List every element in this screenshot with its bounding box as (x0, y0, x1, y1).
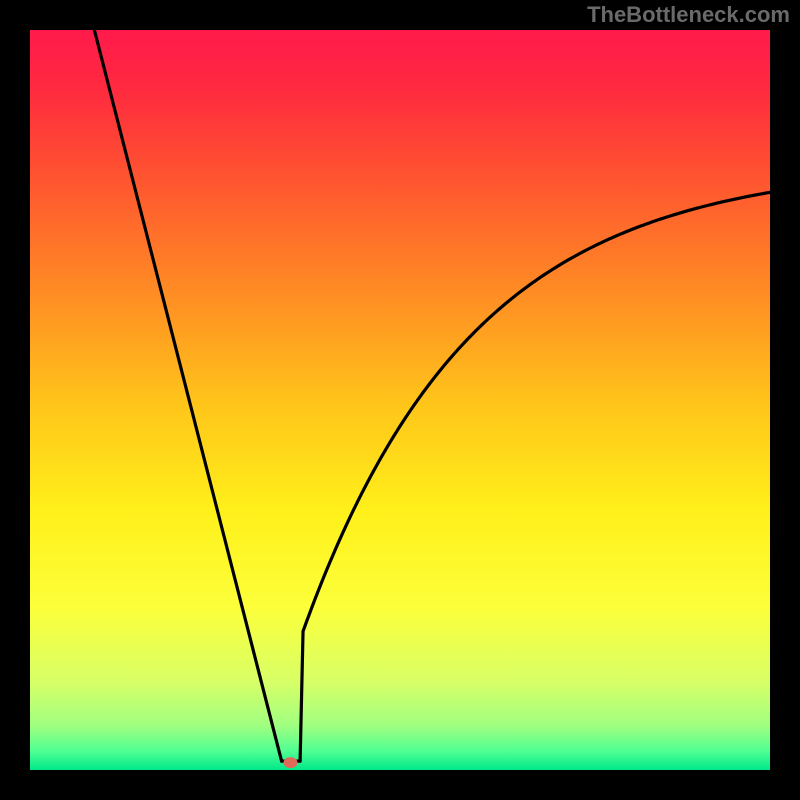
plot-svg (30, 30, 770, 770)
plot-area (30, 30, 770, 770)
gradient-background (30, 30, 770, 770)
watermark-label: TheBottleneck.com (587, 2, 790, 28)
optimum-marker (283, 757, 297, 768)
chart-frame: TheBottleneck.com (0, 0, 800, 800)
